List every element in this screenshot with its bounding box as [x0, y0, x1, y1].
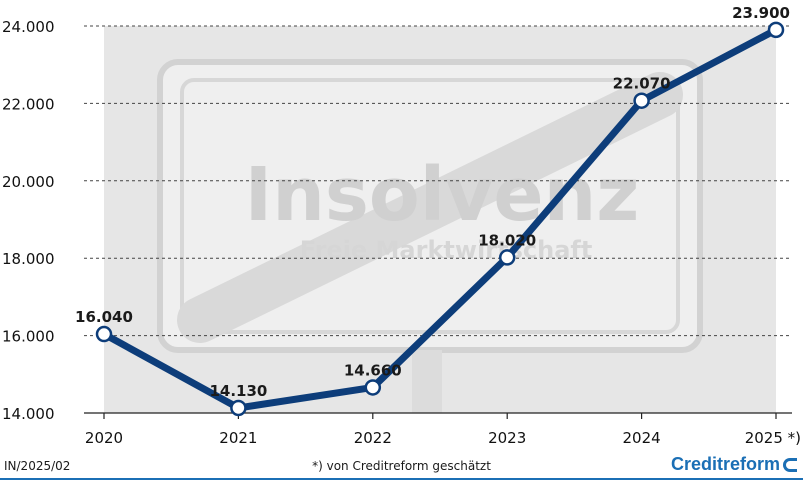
y-tick-label: 24.000 [2, 18, 55, 36]
brand-logo: Creditreform [671, 454, 797, 475]
data-point [230, 399, 247, 417]
y-tick-label: 18.000 [2, 250, 55, 268]
estimate-footnote: *) von Creditreform geschätzt [312, 459, 491, 473]
x-tick-label: 2024 [623, 429, 661, 447]
data-point [95, 325, 113, 343]
y-tick-label: 14.000 [2, 405, 55, 423]
data-point [767, 21, 785, 39]
x-tick-label: 2023 [488, 429, 526, 447]
y-tick-label: 22.000 [2, 95, 55, 113]
sign-subtitle-text: Freie Marktwirtschaft [300, 236, 593, 264]
x-axis: 2020 2021 2022 2023 2024 2025 *) [85, 413, 801, 447]
data-labels: 16.040 14.130 14.660 18.020 22.070 23.900 [75, 4, 790, 400]
data-point [364, 379, 382, 396]
x-tick-label: 2025 *) [745, 429, 801, 447]
data-point [633, 92, 650, 109]
reference-code: IN/2025/02 [4, 459, 71, 473]
data-label: 18.020 [478, 231, 536, 249]
sign-post [412, 350, 442, 413]
y-tick-label: 20.000 [2, 173, 55, 191]
data-label: 14.130 [209, 382, 267, 400]
sign-title-text: Insolvenz [245, 152, 640, 238]
series-line-group [95, 21, 785, 417]
data-label: 23.900 [732, 4, 790, 22]
x-tick-label: 2022 [354, 429, 392, 447]
x-tick-label: 2021 [219, 429, 257, 447]
gridlines [84, 25, 792, 414]
y-axis-tick-labels: 14.000 16.000 18.000 20.000 22.000 24.000 [2, 18, 55, 423]
data-label: 16.040 [75, 308, 133, 326]
sign-diagonal-stripe [177, 72, 683, 343]
brand-name: Creditreform [670, 454, 780, 474]
data-label: 14.660 [344, 361, 402, 379]
data-point [498, 249, 516, 266]
footer: IN/2025/02 *) von Creditreform geschätzt… [0, 452, 803, 481]
footer-rule [0, 478, 803, 480]
series-line [100, 26, 780, 412]
data-label: 22.070 [613, 75, 671, 93]
x-tick-label: 2020 [85, 429, 123, 447]
brand-mark-icon [783, 457, 797, 472]
y-tick-label: 16.000 [2, 328, 55, 346]
